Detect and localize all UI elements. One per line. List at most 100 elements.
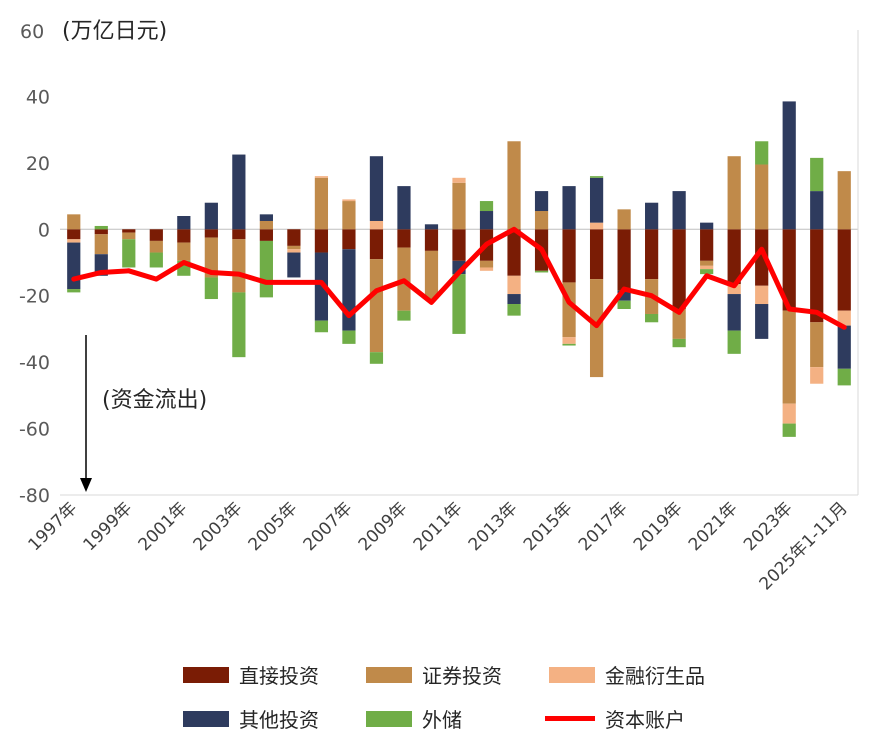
bar-segment: [424, 229, 439, 251]
x-tick-label: 2003年: [190, 498, 247, 555]
legend-item-securities-investment: 证券投资: [366, 660, 502, 689]
bar-segment: [342, 229, 356, 250]
bar-segment: [204, 277, 218, 300]
y-tick-label: 20: [26, 153, 50, 175]
bar-segment: [672, 338, 686, 348]
bar-segment: [534, 191, 549, 212]
x-tick-label: 2007年: [300, 498, 357, 555]
x-tick-label: 2005年: [245, 498, 302, 555]
bar-segment: [122, 232, 136, 240]
bar-segment: [67, 229, 81, 240]
bar-segment: [645, 313, 659, 323]
bar-segment: [314, 229, 329, 253]
bar-segment: [424, 250, 439, 300]
y-tick-label: 40: [26, 86, 50, 108]
bar-segment: [149, 252, 163, 268]
bar-segment: [755, 285, 769, 305]
bar-segment: [810, 191, 824, 230]
outflow-arrow-head: [80, 478, 92, 492]
bar-segment: [700, 229, 714, 261]
legend: 直接投资 证券投资 金融衍生品 其他投资 外储 资本账户: [0, 640, 887, 752]
legend-label: 证券投资: [422, 664, 502, 688]
bar-segment: [700, 222, 714, 230]
x-tick-label: 2017年: [575, 498, 632, 555]
bar-segment: [67, 242, 81, 290]
legend-swatch: [366, 666, 412, 683]
bar-segment: [369, 156, 384, 221]
bar-segment: [589, 229, 604, 280]
bar-segment: [452, 274, 466, 334]
bar-segment: [562, 229, 576, 283]
bar-segment: [204, 202, 218, 230]
x-tick-label: 2019年: [630, 498, 687, 555]
bar-segment: [232, 229, 246, 240]
x-tick-label: 2001年: [135, 498, 192, 555]
bar-segment: [479, 267, 494, 271]
bar-segment: [755, 164, 769, 230]
bar-segment: [617, 229, 631, 291]
bar-segment: [397, 310, 411, 321]
bar-segment: [727, 284, 741, 295]
bar-segment: [452, 177, 466, 183]
bar-segment: [204, 229, 218, 238]
bar-segment: [507, 275, 521, 295]
legend-label: 外储: [422, 708, 462, 732]
legend-line-swatch: [545, 716, 595, 721]
bar-segment: [314, 320, 329, 333]
bar-segment: [67, 289, 81, 293]
legend-label: 金融衍生品: [605, 664, 705, 688]
bar-segment: [700, 265, 714, 270]
bar-segment: [342, 330, 356, 344]
x-tick-label: 1999年: [80, 498, 137, 555]
bar-segment: [314, 177, 329, 230]
bar-segment: [562, 343, 576, 346]
bar-segment: [67, 214, 81, 230]
bar-segment: [67, 239, 81, 243]
legend-item-other-investment: 其他投资: [183, 704, 319, 733]
bar-segment: [727, 156, 741, 230]
bar-segment: [727, 229, 741, 285]
bar-segment: [177, 229, 191, 243]
bar-segment: [204, 237, 218, 278]
bar-segment: [369, 259, 384, 353]
bar-segment: [314, 176, 329, 178]
bar-segment: [534, 270, 549, 273]
bar-segment: [452, 229, 466, 261]
x-axis: 1997年1999年2001年2003年2005年2007年2009年2011年…: [25, 498, 852, 594]
bar-segment: [617, 290, 631, 301]
bar-segment: [94, 229, 108, 235]
bar-segment: [782, 403, 796, 424]
bar-segment: [452, 182, 466, 230]
legend-item-financial-derivatives: 金融衍生品: [549, 660, 705, 689]
bar-segment: [755, 229, 769, 286]
bar-segment: [672, 191, 686, 230]
y-tick-label-top: 60: [20, 21, 44, 43]
bar-segment: [617, 300, 631, 309]
bar-segment: [782, 101, 796, 230]
bar-segment: [122, 239, 136, 268]
legend-item-capital-account: 资本账户: [545, 704, 685, 733]
x-tick-label: 2015年: [520, 498, 577, 555]
bar-segment: [149, 229, 163, 241]
bar-segment: [837, 310, 851, 326]
bar-segment: [837, 325, 851, 369]
bar-segment: [837, 229, 851, 311]
bar-segment: [369, 220, 384, 230]
bar-segment: [287, 245, 301, 250]
bar-segment: [810, 229, 824, 323]
unit-label: (万亿日元): [62, 19, 167, 44]
legend-label: 直接投资: [239, 664, 319, 688]
bar-segment: [700, 269, 714, 275]
bar-segment: [755, 141, 769, 165]
bar-segment: [287, 252, 301, 278]
x-tick-label: 2011年: [410, 498, 467, 555]
legend-swatch: [549, 666, 595, 683]
bar-segment: [314, 252, 329, 321]
bar-segment: [259, 214, 273, 221]
bar-segment: [810, 322, 824, 368]
bar-segment: [507, 141, 521, 230]
bar-segment: [810, 157, 824, 192]
bar-segment: [562, 186, 576, 230]
bar-segment: [534, 211, 549, 230]
bar-segment: [479, 211, 494, 230]
